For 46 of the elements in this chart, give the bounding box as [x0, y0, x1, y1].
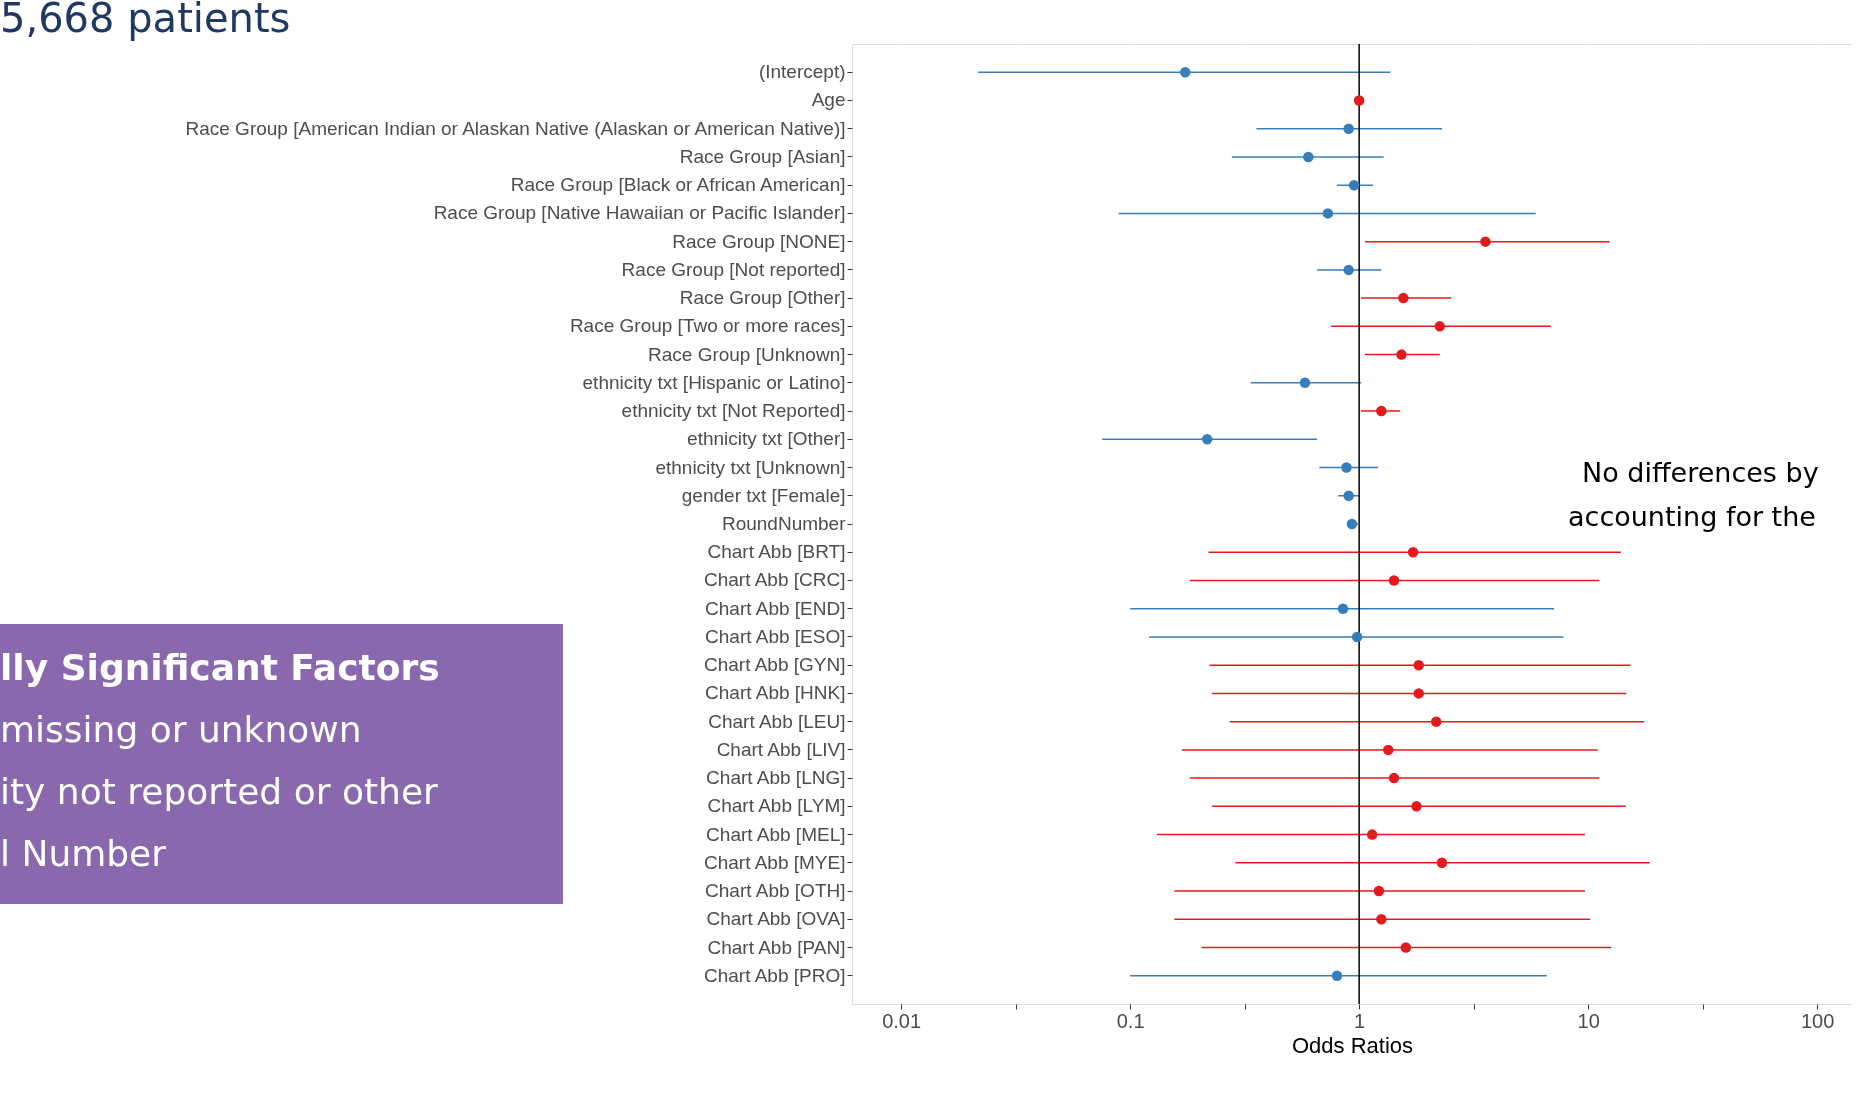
x-tick-label: 1: [1354, 1009, 1366, 1032]
y-tick-label: Race Group [NONE]: [672, 230, 846, 252]
text: l Number: [0, 833, 167, 874]
x-axis-title: Odds Ratios: [1291, 1032, 1414, 1058]
annotation: accounting for the: [1568, 501, 1816, 532]
y-tick-label: Chart Abb [PRO]: [703, 964, 846, 986]
y-tick-label: Chart Abb [LYM]: [707, 795, 846, 817]
y-tick-label: Race Group [Other]: [679, 287, 846, 309]
y-tick-label: Chart Abb [PAN]: [707, 936, 846, 958]
y-tick-label: Chart Abb [LEU]: [708, 710, 846, 732]
y-tick-label: Race Group [American Indian or Alaskan Native (Alaskan or American Native)]: [185, 117, 846, 139]
y-tick-label: Race Group [Asian]: [679, 145, 846, 167]
x-tick-label: 0.01: [882, 1009, 922, 1032]
y-tick-label: Chart Abb [GYN]: [703, 654, 846, 676]
y-tick-label: ethnicity txt [Not Reported]: [621, 400, 846, 422]
y-tick-label: Race Group [Native Hawaiian or Pacific Islander]: [433, 202, 846, 224]
y-tick-label: Chart Abb [END]: [705, 597, 846, 619]
y-tick-label: ethnicity txt [Unknown]: [655, 456, 846, 478]
y-tick-label: Chart Abb [LNG]: [706, 767, 846, 789]
y-tick-label: Race Group [Two or more races]: [569, 315, 846, 337]
text: ity not reported or other: [0, 771, 439, 812]
y-tick-label: Age: [811, 89, 846, 111]
y-tick-label: Chart Abb [HNK]: [705, 682, 846, 704]
text: missing or unknown: [0, 709, 362, 750]
y-tick-label: Chart Abb [OVA]: [706, 908, 846, 930]
text: 5,668 patients: [0, 0, 291, 41]
y-tick-label: ethnicity txt [Other]: [687, 428, 846, 450]
y-tick-label: Chart Abb [BRT]: [707, 541, 846, 563]
y-tick-label: Race Group [Unknown]: [648, 343, 846, 365]
y-tick-label: Chart Abb [MEL]: [706, 823, 846, 845]
y-tick-label: Chart Abb [OTH]: [705, 880, 846, 902]
annotation: No differences by: [1582, 457, 1819, 488]
y-tick-label: ethnicity txt [Hispanic or Latino]: [582, 371, 846, 393]
y-tick-label: RoundNumber: [721, 513, 847, 534]
y-tick-label: (Intercept): [758, 61, 846, 83]
y-tick-label: Chart Abb [CRC]: [704, 569, 846, 591]
y-tick-label: Race Group [Not reported]: [621, 258, 846, 280]
y-tick-label: gender txt [Female]: [681, 484, 846, 506]
y-tick-label: Chart Abb [ESO]: [705, 625, 846, 647]
y-tick-label: Chart Abb [MYE]: [703, 851, 846, 873]
y-tick-label: Race Group [Black or African American]: [510, 174, 846, 196]
x-tick-label: 10: [1577, 1009, 1600, 1032]
x-tick-label: 100: [1800, 1009, 1835, 1032]
text: lly Significant Factors: [0, 647, 440, 688]
y-tick-label: Chart Abb [LIV]: [716, 738, 846, 760]
x-tick-label: 0.1: [1116, 1009, 1145, 1032]
